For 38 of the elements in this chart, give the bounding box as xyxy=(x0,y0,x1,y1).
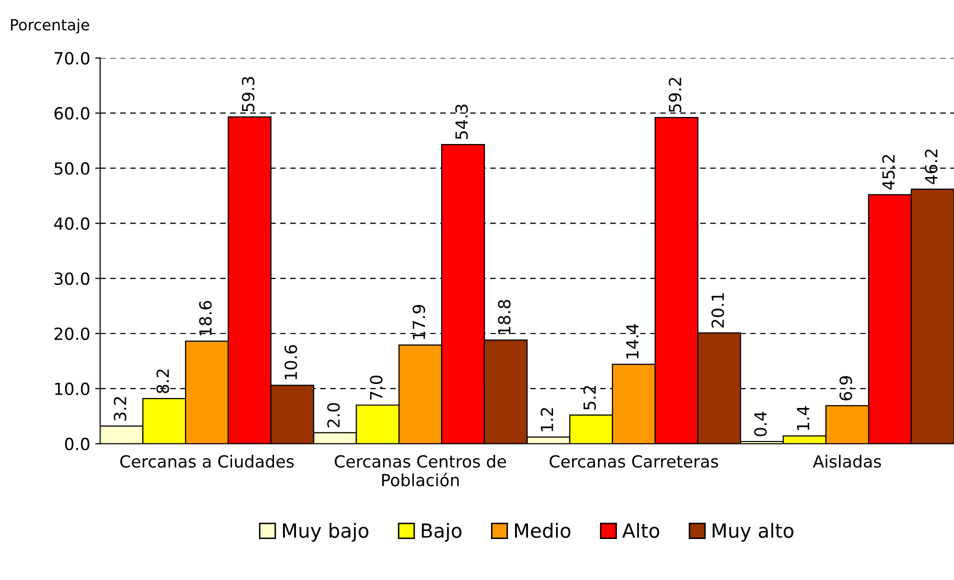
data-label: 1.4 xyxy=(797,406,810,430)
y-tick-label: 70.0 xyxy=(54,52,90,65)
y-tick-label: 30.0 xyxy=(54,272,90,285)
legend-label: Medio xyxy=(515,522,570,538)
y-tick-label: 60.0 xyxy=(54,107,90,120)
data-label: 10.6 xyxy=(284,345,298,380)
data-label: 46.2 xyxy=(924,150,938,184)
data-label: 18.6 xyxy=(199,300,212,336)
x-tick-label: Cercanas Centros de Población xyxy=(334,454,506,486)
data-label: 1.2 xyxy=(540,408,554,432)
data-label: 20.1 xyxy=(711,293,724,328)
legend-label: Muy bajo xyxy=(283,522,368,542)
data-label: 3.2 xyxy=(114,397,126,421)
y-tick-label: 10.0 xyxy=(55,382,90,396)
data-label: 18.8 xyxy=(498,300,511,334)
y-tick-label: 20.0 xyxy=(54,327,90,340)
legend-label: Bajo xyxy=(422,522,462,542)
x-tick-label: Cercanas a Ciudades xyxy=(120,454,294,468)
data-label: 8.2 xyxy=(156,370,170,394)
data-label: 0.4 xyxy=(754,412,767,436)
x-tick-label: Cercanas Carreteras xyxy=(550,455,718,468)
data-label: 59.2 xyxy=(668,78,682,112)
y-tick-label: 0.0 xyxy=(65,438,90,450)
data-label: 45.2 xyxy=(882,155,895,190)
data-label: 17.9 xyxy=(412,304,426,340)
y-tick-label: 50.0 xyxy=(54,162,90,175)
data-label: 59.3 xyxy=(242,77,254,112)
data-label: 6.9 xyxy=(840,376,852,400)
y-axis-title: Porcentaje xyxy=(11,18,90,34)
data-label: 54.3 xyxy=(455,104,468,140)
legend-label: Muy alto xyxy=(712,522,794,542)
legend-label: Alto xyxy=(622,522,660,538)
data-label: 14.4 xyxy=(626,324,638,358)
data-label: 5.2 xyxy=(583,386,596,410)
data-label: 7.0 xyxy=(370,376,382,400)
x-tick-label: Aisladas xyxy=(812,454,881,468)
data-label: 2.0 xyxy=(327,403,340,428)
y-tick-label: 40.0 xyxy=(54,217,90,230)
